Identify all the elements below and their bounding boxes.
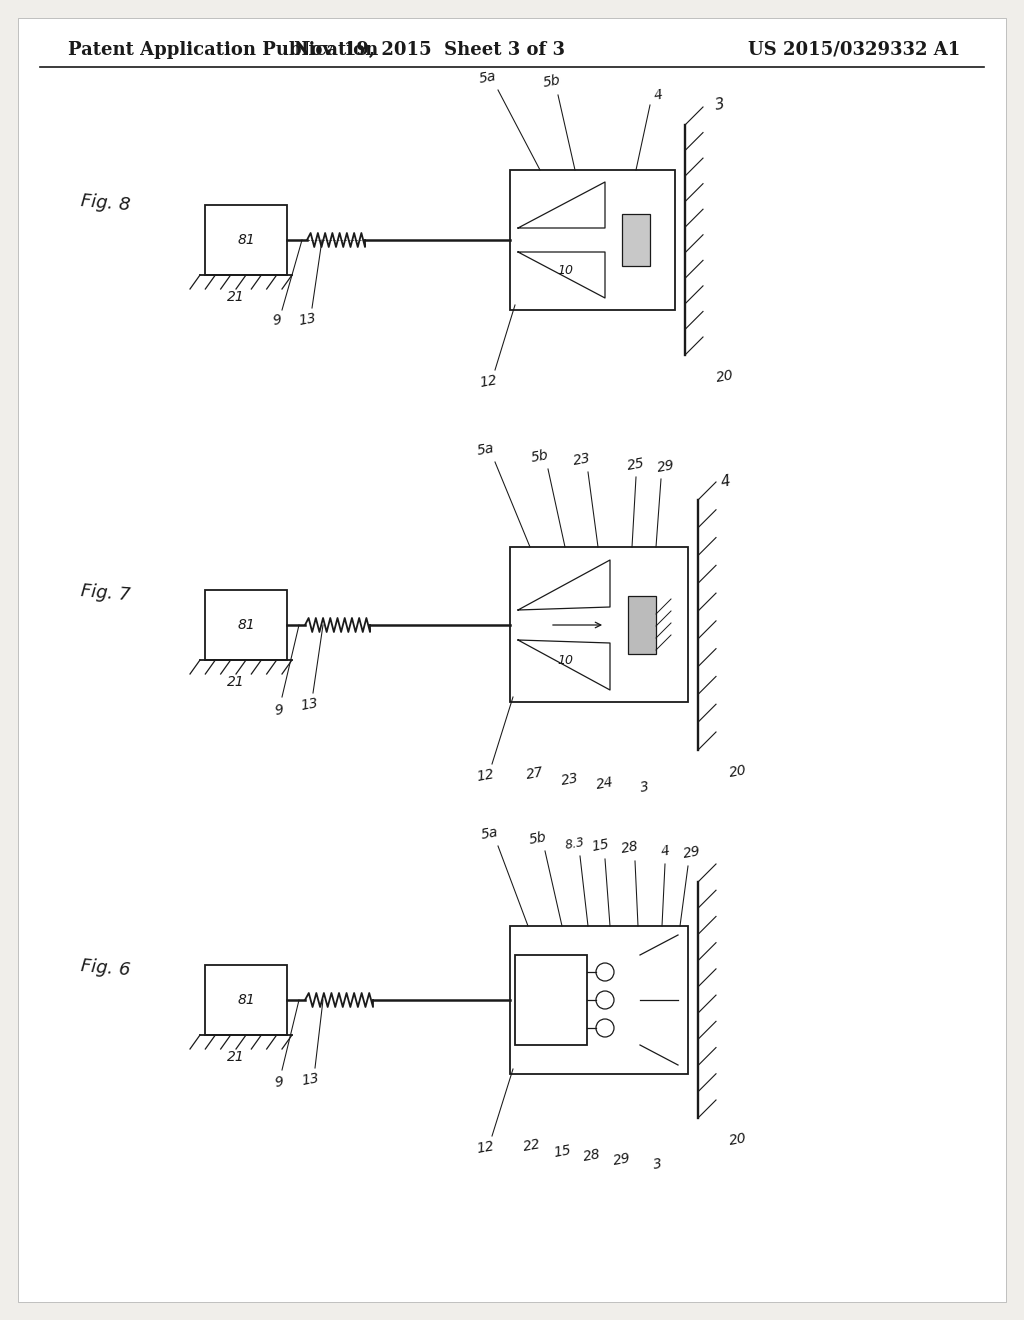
Text: 13: 13 [300,1072,319,1089]
Text: 5a: 5a [478,70,498,86]
Text: 5b: 5b [542,74,562,91]
Bar [510,170,675,310]
Text: 8.3: 8.3 [564,836,586,853]
Text: 81: 81 [238,234,255,247]
Text: 4: 4 [720,474,732,490]
Text: Patent Application Publication: Patent Application Publication [68,41,378,59]
Text: 9: 9 [271,313,283,327]
Text: 23: 23 [560,772,580,788]
Text: 15: 15 [552,1143,572,1160]
Text: Nov. 19, 2015  Sheet 3 of 3: Nov. 19, 2015 Sheet 3 of 3 [295,41,565,59]
Bar [205,205,287,275]
Bar [510,927,688,1074]
Text: 10: 10 [557,264,573,276]
Text: US 2015/0329332 A1: US 2015/0329332 A1 [748,41,961,59]
Text: 23: 23 [572,451,592,469]
Text: 13: 13 [299,697,318,713]
Text: 24: 24 [595,776,615,792]
Bar [205,590,287,660]
Text: 5a: 5a [480,825,500,842]
Text: 25: 25 [626,457,646,474]
Text: 4: 4 [659,843,671,859]
Text: 21: 21 [227,675,245,689]
Text: 10: 10 [557,653,573,667]
Bar [622,214,650,267]
Text: 21: 21 [227,1049,245,1064]
Text: 3: 3 [639,779,650,795]
Text: 3: 3 [714,96,726,114]
Text: 29: 29 [682,845,702,862]
Text: Fig. 6: Fig. 6 [80,957,131,979]
Bar [515,954,587,1045]
Text: 12: 12 [475,1139,495,1156]
Text: 4: 4 [652,87,664,103]
Text: 5b: 5b [530,449,550,466]
Text: 13: 13 [297,312,317,329]
Text: 81: 81 [238,618,255,632]
Text: 15: 15 [590,838,610,854]
Text: 81: 81 [238,993,255,1007]
Text: 20: 20 [728,1131,748,1148]
Text: 28: 28 [621,840,640,857]
Text: 29: 29 [656,458,676,475]
Bar [205,965,287,1035]
Text: 21: 21 [227,290,245,304]
Text: 20: 20 [715,368,735,385]
Text: Fig. 7: Fig. 7 [80,582,131,605]
Text: 5a: 5a [476,442,496,458]
Text: 12: 12 [478,374,498,391]
Text: 22: 22 [522,1138,542,1155]
Text: 12: 12 [475,767,495,784]
Bar [510,546,688,702]
Text: 20: 20 [728,763,748,780]
Text: 5b: 5b [528,830,548,847]
Text: Fig. 8: Fig. 8 [80,191,131,214]
Bar [628,597,656,653]
Text: 3: 3 [652,1156,664,1172]
Text: 28: 28 [582,1147,602,1164]
Text: 29: 29 [612,1151,632,1168]
Text: 9: 9 [273,702,285,718]
Text: 27: 27 [525,766,545,783]
Text: 9: 9 [273,1074,285,1090]
